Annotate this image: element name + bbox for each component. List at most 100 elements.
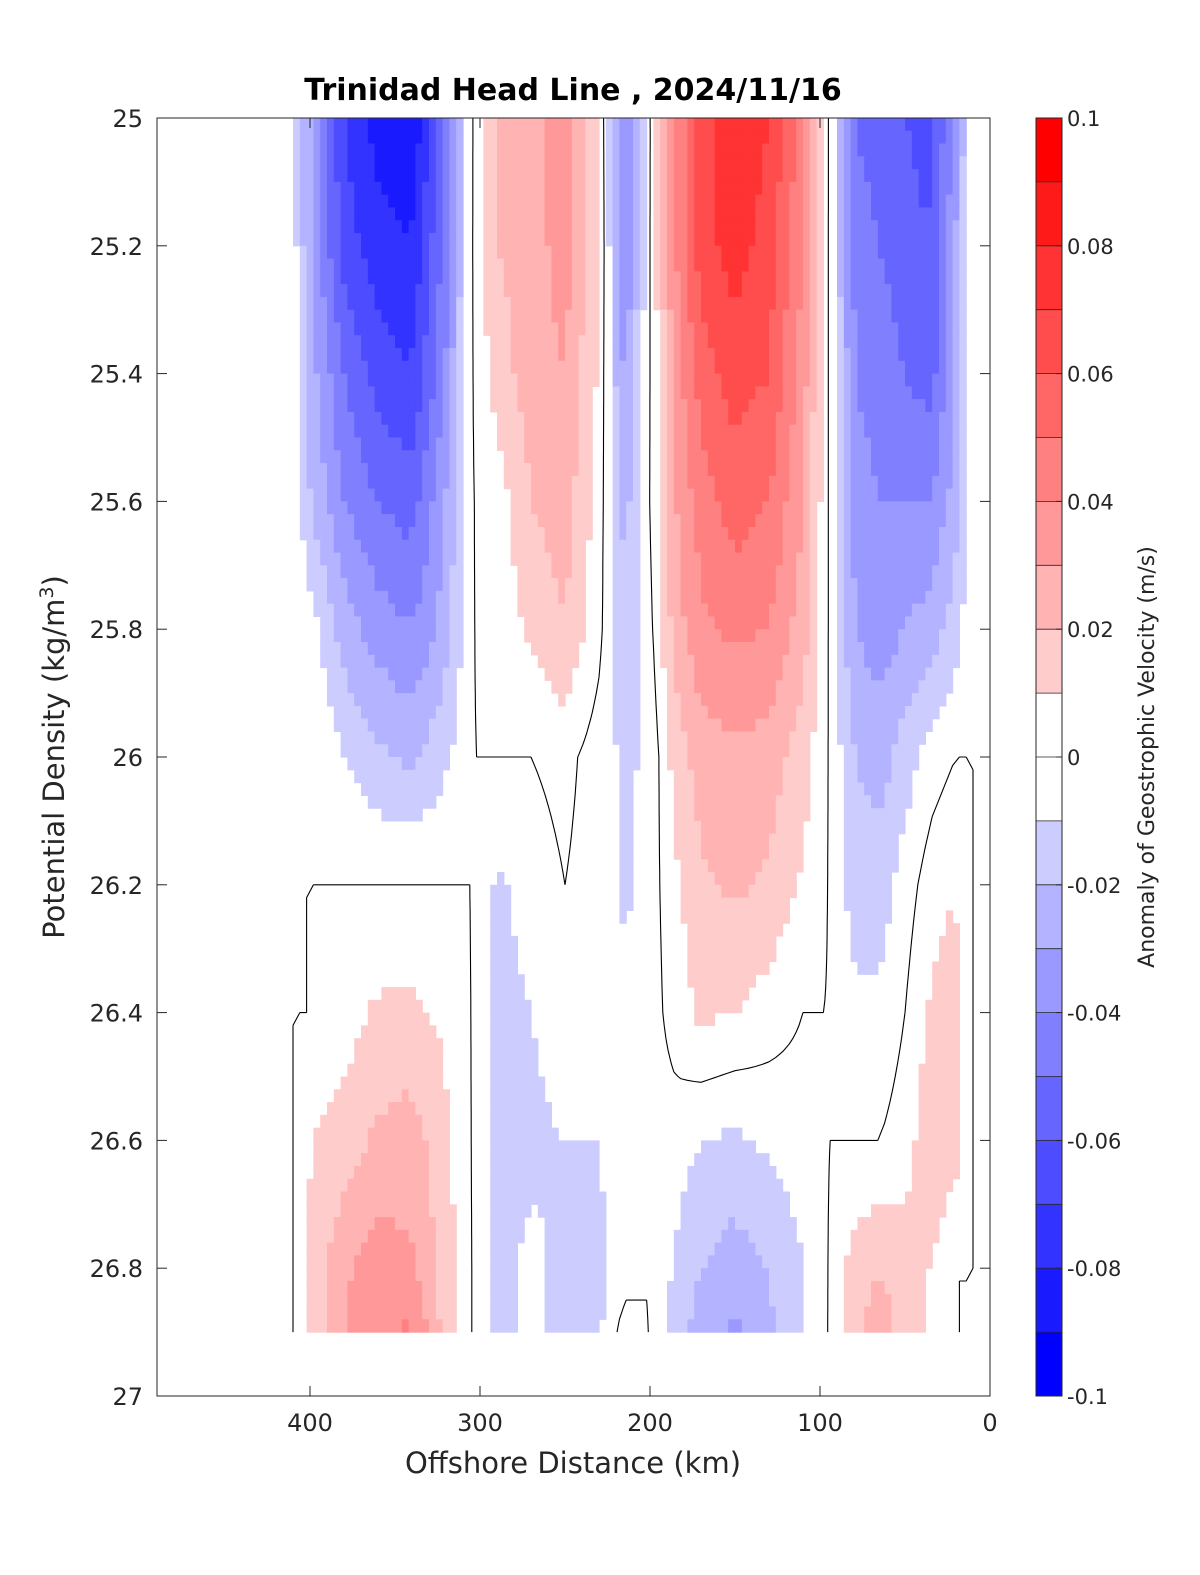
velocity-cell — [483, 169, 491, 183]
velocity-cell — [374, 1050, 382, 1065]
velocity-cell — [408, 680, 416, 694]
velocity-cell — [748, 795, 756, 809]
velocity-cell — [898, 693, 906, 707]
velocity-cell — [626, 693, 634, 707]
velocity-cell — [490, 181, 498, 196]
velocity-cell — [449, 552, 457, 566]
velocity-cell — [932, 1038, 940, 1052]
velocity-cell — [435, 169, 444, 183]
velocity-cell — [653, 156, 661, 170]
velocity-cell — [877, 757, 886, 771]
velocity-cell — [633, 118, 641, 132]
velocity-cell — [497, 118, 505, 132]
velocity-cell — [871, 616, 879, 630]
velocity-cell — [415, 118, 423, 132]
velocity-cell — [782, 488, 790, 502]
velocity-cell — [415, 1114, 423, 1129]
velocity-cell — [388, 667, 396, 681]
velocity-cell — [367, 245, 376, 260]
velocity-cell — [524, 578, 532, 592]
velocity-cell — [701, 603, 709, 618]
velocity-cell — [327, 335, 335, 349]
velocity-cell — [911, 693, 920, 707]
velocity-cell — [775, 859, 784, 873]
velocity-cell — [313, 233, 321, 247]
velocity-cell — [408, 693, 416, 707]
velocity-cell — [728, 284, 736, 298]
velocity-cell — [401, 271, 410, 285]
velocity-cell — [789, 833, 797, 848]
velocity-cell — [503, 373, 512, 387]
velocity-cell — [374, 309, 382, 324]
velocity-cell — [415, 335, 423, 349]
velocity-cell — [660, 641, 668, 656]
velocity-cell — [456, 552, 464, 566]
velocity-cell — [429, 1063, 437, 1078]
velocity-cell — [361, 629, 369, 643]
velocity-cell — [871, 872, 879, 886]
velocity-cell — [299, 373, 308, 387]
velocity-cell — [775, 603, 784, 618]
velocity-cell — [565, 143, 573, 157]
velocity-cell — [891, 450, 899, 464]
velocity-cell — [884, 769, 892, 784]
velocity-cell — [911, 399, 920, 413]
velocity-cell — [680, 335, 688, 349]
velocity-cell — [755, 718, 763, 733]
velocity-cell — [456, 169, 464, 183]
velocity-cell — [769, 284, 777, 298]
velocity-cell — [415, 296, 423, 311]
velocity-cell — [510, 271, 518, 285]
velocity-cell — [741, 590, 750, 605]
velocity-cell — [320, 654, 328, 669]
velocity-cell — [959, 411, 967, 426]
velocity-cell — [911, 309, 920, 324]
velocity-cell — [755, 411, 763, 426]
velocity-cell — [544, 437, 552, 451]
velocity-cell — [932, 629, 940, 643]
velocity-cell — [687, 654, 695, 669]
velocity-cell — [483, 258, 491, 272]
velocity-cell — [367, 181, 376, 196]
velocity-cell — [762, 411, 770, 426]
velocity-cell — [925, 296, 933, 311]
velocity-cell — [435, 1114, 444, 1129]
velocity-cell — [667, 181, 675, 196]
velocity-cell — [612, 578, 620, 592]
velocity-cell — [442, 360, 450, 375]
velocity-cell — [490, 961, 498, 975]
velocity-cell — [673, 808, 682, 822]
velocity-cell — [687, 923, 695, 937]
velocity-cell — [687, 399, 695, 413]
velocity-cell — [299, 399, 308, 413]
velocity-cell — [537, 348, 546, 362]
velocity-cell — [837, 194, 845, 209]
velocity-cell — [354, 296, 362, 311]
velocity-cell — [435, 437, 444, 451]
velocity-cell — [612, 386, 620, 400]
velocity-cell — [952, 948, 960, 963]
velocity-cell — [510, 220, 518, 234]
velocity-cell — [925, 616, 933, 630]
velocity-cell — [857, 744, 865, 758]
velocity-cell — [327, 220, 335, 234]
velocity-cell — [857, 948, 865, 963]
velocity-cell — [769, 616, 777, 630]
velocity-cell — [707, 565, 716, 579]
velocity-cell — [483, 271, 491, 285]
velocity-cell — [544, 488, 552, 502]
velocity-cell — [945, 603, 954, 618]
velocity-cell — [395, 143, 403, 157]
velocity-cell — [741, 884, 750, 899]
velocity-cell — [320, 386, 328, 400]
velocity-cell — [320, 118, 328, 132]
velocity-cell — [429, 1127, 437, 1141]
velocity-cell — [769, 667, 777, 681]
velocity-cell — [762, 744, 770, 758]
velocity-cell — [884, 808, 892, 822]
velocity-cell — [490, 271, 498, 285]
velocity-cell — [510, 1102, 518, 1116]
velocity-cell — [619, 194, 627, 209]
velocity-cell — [701, 782, 709, 796]
velocity-cell — [775, 833, 784, 848]
